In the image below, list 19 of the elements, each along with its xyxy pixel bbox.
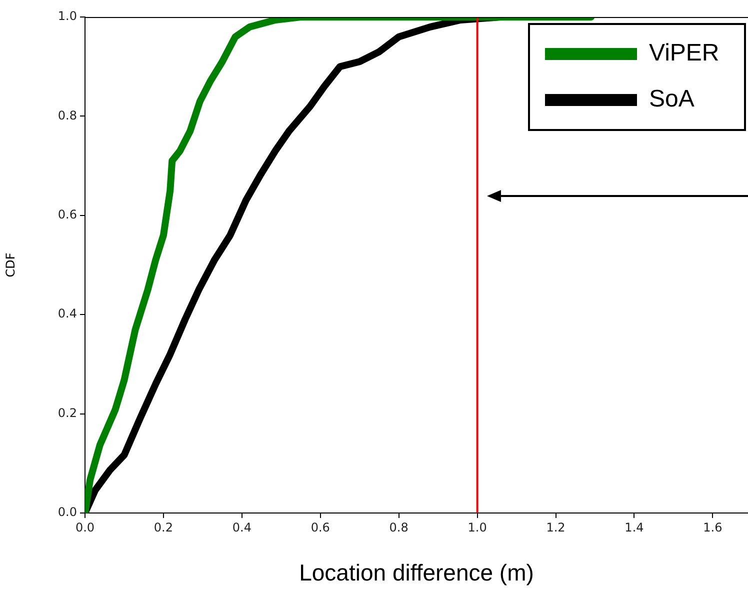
y-tick-label: 0.0 [58, 505, 77, 520]
y-axis-title: CDF [3, 252, 18, 278]
x-tick-label: 0.2 [154, 520, 174, 534]
y-tick-label: 1.0 [58, 9, 77, 24]
x-tick-label: 1.0 [468, 520, 487, 534]
legend-label: ViPER [649, 40, 720, 67]
y-tick-label: 0.2 [58, 406, 77, 420]
x-tick-label: 0.0 [75, 520, 95, 534]
y-tick-label: 0.4 [58, 306, 77, 321]
x-axis-title: Location difference (m) [299, 560, 534, 586]
x-tick-label: 0.6 [310, 520, 330, 534]
x-tick-label: 0.8 [389, 520, 408, 534]
y-tick-label: 0.8 [58, 108, 77, 122]
x-tick-label: 0.4 [232, 520, 252, 534]
legend-label: SoA [649, 86, 694, 113]
x-tick-label: 1.6 [703, 520, 722, 534]
x-tick-label: 1.2 [546, 520, 566, 534]
y-tick-label: 0.6 [58, 208, 77, 222]
x-tick-label: 1.4 [624, 520, 644, 534]
